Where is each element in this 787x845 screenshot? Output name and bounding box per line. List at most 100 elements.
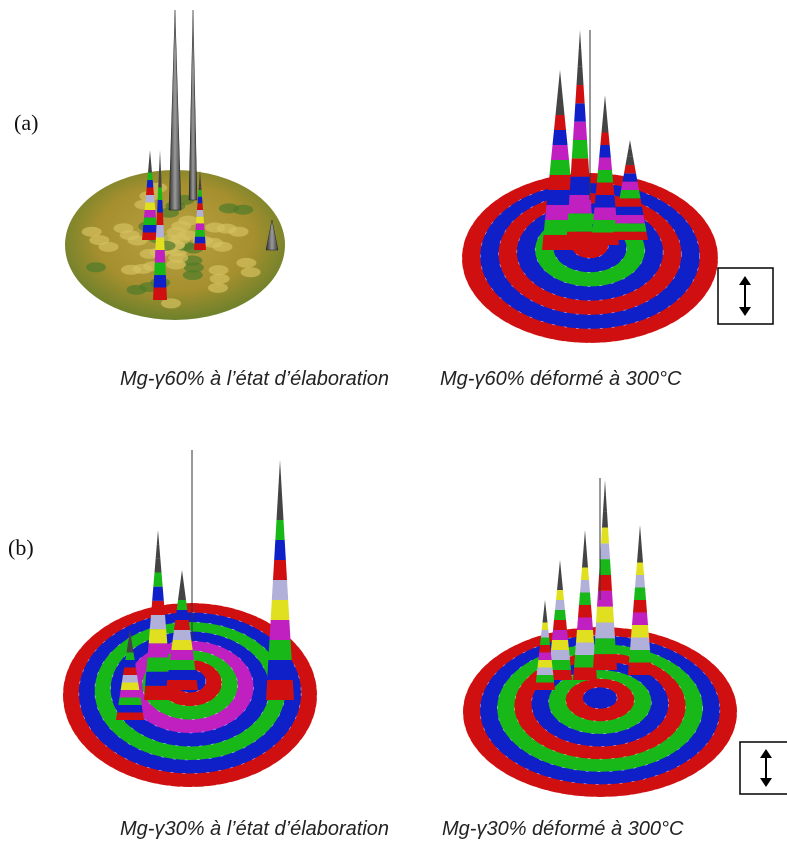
texture: [139, 248, 160, 259]
peak-band: [146, 657, 170, 672]
peak-band: [268, 640, 292, 660]
pole-figures: [62, 9, 738, 798]
peak-band: [167, 670, 197, 680]
texture: [126, 284, 147, 295]
texture: [207, 282, 228, 293]
peak-band: [142, 225, 158, 233]
peak-band: [549, 660, 571, 670]
peak-band: [128, 630, 132, 638]
texture: [178, 215, 199, 226]
peak-band: [176, 600, 188, 610]
peak-band: [156, 212, 164, 225]
caption: Mg-γ60% déformé à 300°C: [440, 368, 682, 390]
peak-band: [121, 675, 139, 683]
peak-band: [148, 157, 152, 165]
peak-band: [592, 220, 618, 233]
peak-band: [155, 237, 165, 250]
peak-band: [613, 223, 647, 232]
peak-band: [558, 70, 562, 85]
peak-band: [548, 175, 572, 190]
peak-band: [632, 612, 648, 625]
texture: [209, 273, 230, 284]
texture: [240, 267, 261, 278]
peak-band: [267, 660, 293, 680]
peak-band: [124, 660, 136, 668]
peak-band: [558, 570, 562, 580]
peak-band: [559, 560, 561, 570]
peak-band: [158, 162, 162, 175]
peak-band: [597, 590, 613, 607]
peak-band: [555, 600, 565, 610]
peak-band: [146, 187, 154, 195]
peak-band: [549, 160, 571, 175]
peak-band: [198, 183, 202, 190]
peak-band: [603, 495, 607, 512]
peak-band: [544, 600, 546, 608]
peak-band: [566, 231, 594, 250]
peak-band: [554, 610, 566, 620]
peak-band: [149, 150, 151, 158]
peak-band: [180, 570, 184, 580]
peak-band: [622, 173, 638, 182]
peak-band: [573, 121, 587, 140]
peak-band: [144, 685, 172, 700]
peak-band: [637, 550, 643, 563]
peak-band: [273, 560, 287, 580]
peak-band: [148, 165, 152, 173]
peak-band: [599, 559, 611, 575]
texture: [228, 226, 249, 237]
peak-band: [194, 243, 206, 250]
peak-band: [568, 195, 592, 214]
peak-band: [123, 667, 137, 675]
peak-band: [555, 100, 565, 115]
peak-band: [171, 640, 193, 650]
peak-band: [148, 629, 168, 644]
peak-band: [275, 520, 285, 540]
peak-band: [594, 195, 616, 208]
peak-band: [627, 148, 633, 157]
peak-band: [582, 555, 588, 568]
peak-band: [596, 170, 614, 183]
caption: Mg-γ30% déformé à 300°C: [442, 818, 684, 840]
peak-band: [591, 232, 619, 245]
peak-band: [166, 680, 198, 690]
peak-band: [551, 145, 569, 160]
peak-band: [619, 190, 641, 199]
peak-band: [537, 660, 553, 668]
peak-band: [199, 176, 201, 184]
peak-band: [178, 590, 186, 600]
peak-band: [151, 600, 165, 615]
peak-band: [570, 158, 590, 177]
peak-band: [580, 580, 590, 593]
peak-band: [579, 592, 591, 605]
texture: [212, 241, 233, 252]
peak-band: [195, 223, 205, 230]
peak-band: [117, 705, 143, 713]
peak-band: [156, 530, 160, 545]
peak-band: [594, 638, 616, 655]
peak-band: [168, 660, 196, 670]
peak-band: [602, 511, 608, 528]
peak-band: [153, 275, 167, 288]
peak-band: [197, 196, 203, 204]
peak-band: [575, 642, 595, 655]
texture: [208, 265, 229, 276]
peak-band: [593, 654, 617, 670]
peak-band: [600, 132, 610, 145]
peak-band: [576, 630, 594, 643]
peak-band: [624, 165, 636, 174]
peak-band: [175, 610, 189, 620]
peak-band: [612, 231, 648, 240]
peak-band: [143, 217, 157, 225]
texture: [120, 264, 141, 275]
peak-band: [628, 662, 652, 675]
peak-band: [635, 575, 645, 588]
panel-label: (b): [8, 535, 34, 560]
texture: [183, 262, 204, 273]
peak-band: [601, 120, 609, 133]
peak-band: [551, 640, 569, 650]
peak-band: [155, 544, 161, 559]
peak-band: [195, 230, 205, 237]
peak-band: [126, 645, 134, 653]
peak: [188, 9, 198, 201]
